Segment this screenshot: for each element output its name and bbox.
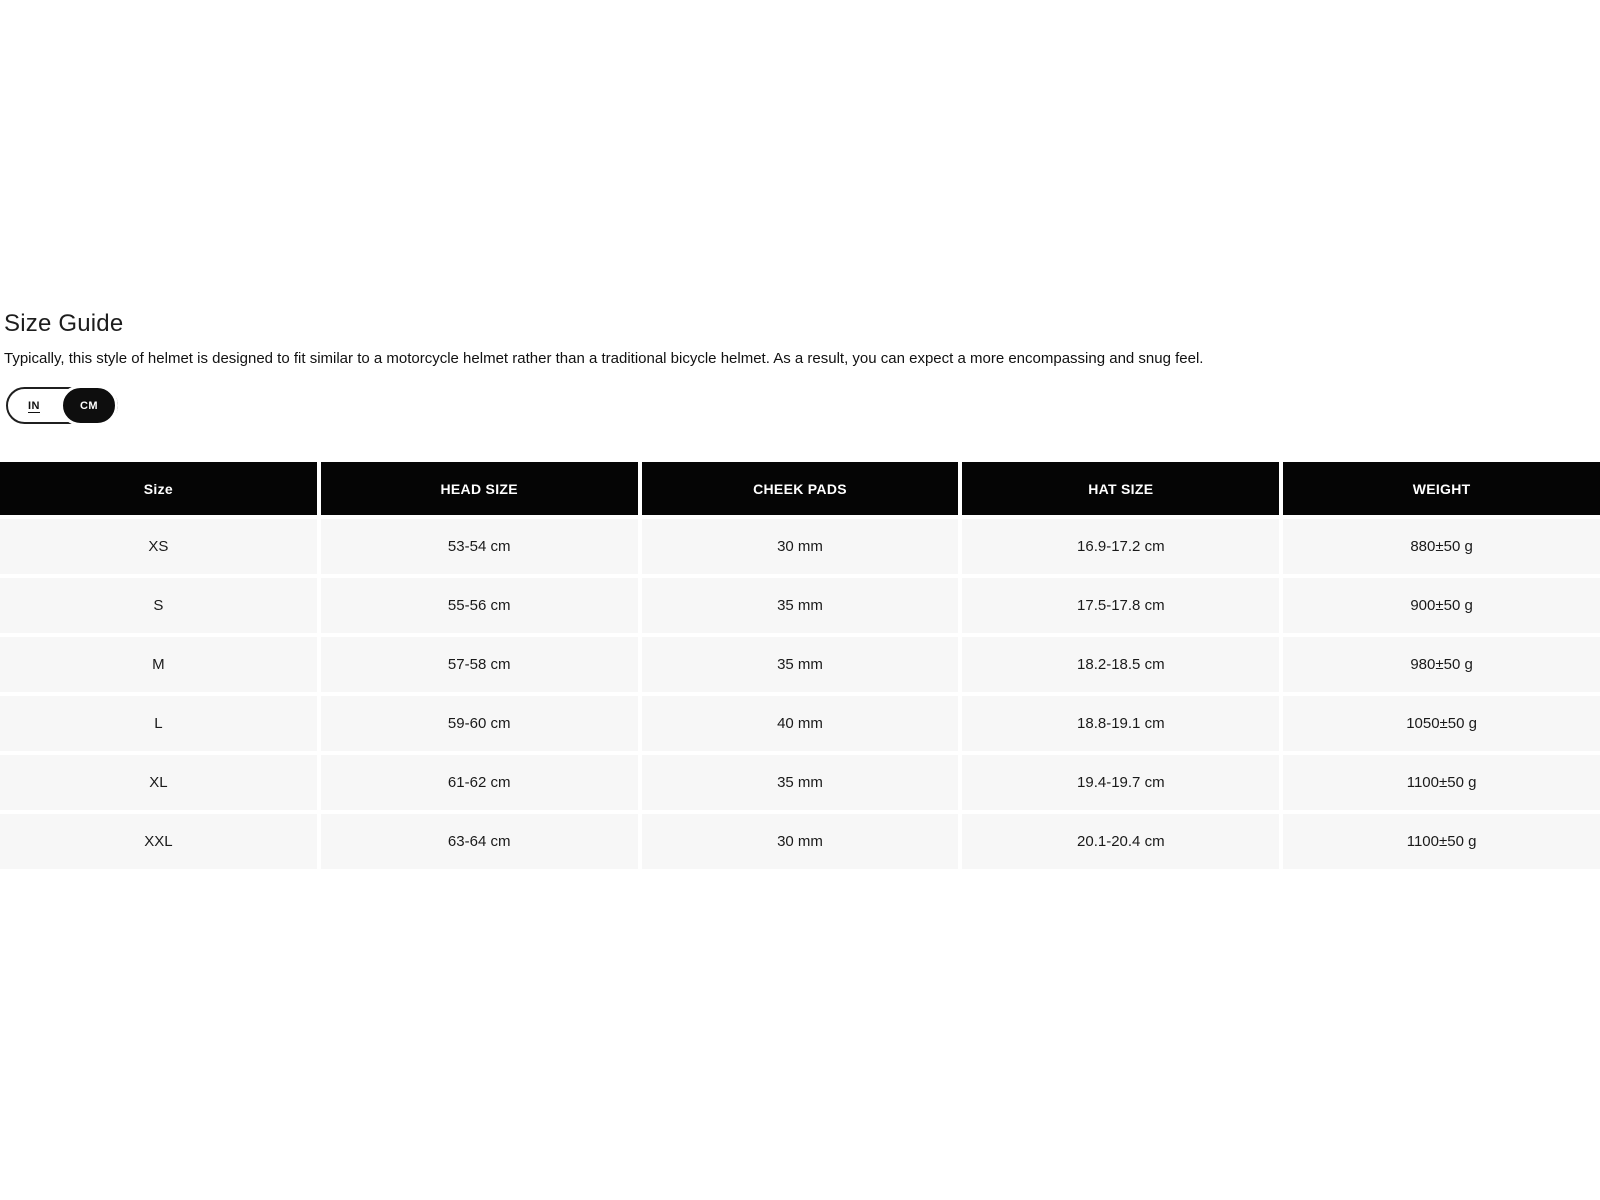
unit-toggle: IN CM — [6, 385, 118, 427]
size-label-cell: L — [0, 696, 317, 752]
unit-toggle-in-button[interactable]: IN — [8, 389, 60, 422]
column-header-hat-size: HAT SIZE — [962, 462, 1280, 516]
value-cell: 59-60 cm — [320, 696, 638, 752]
size-table: Size HEAD SIZE CHEEK PADS HAT SIZE WEIGHT XS 5… — [0, 462, 1600, 870]
value-cell: 63-64 cm — [320, 814, 638, 870]
value-cell: 53-54 cm — [320, 519, 638, 575]
size-guide-description: Typically, this style of helmet is desig… — [4, 349, 1204, 367]
value-cell: 900±50 g — [1283, 578, 1600, 634]
value-cell: 35 mm — [641, 578, 959, 634]
value-cell: 61-62 cm — [320, 755, 638, 811]
value-cell: 16.9-17.2 cm — [962, 519, 1280, 575]
size-label-cell: XL — [0, 755, 317, 811]
column-header-cheek-pads: CHEEK PADS — [641, 462, 959, 516]
column-header-weight: WEIGHT — [1283, 462, 1600, 516]
size-guide-page: Size Guide Typically, this style of helm… — [0, 310, 1600, 870]
value-cell: 35 mm — [641, 637, 959, 693]
size-label-cell: XS — [0, 519, 317, 575]
size-label-cell: XXL — [0, 814, 317, 870]
value-cell: 35 mm — [641, 755, 959, 811]
size-label-cell: M — [0, 637, 317, 693]
value-cell: 19.4-19.7 cm — [962, 755, 1280, 811]
column-header-size: Size — [0, 462, 317, 516]
size-label-cell: S — [0, 578, 317, 634]
page-title: Size Guide — [4, 310, 124, 337]
value-cell: 17.5-17.8 cm — [962, 578, 1280, 634]
value-cell: 40 mm — [641, 696, 959, 752]
value-cell: 1100±50 g — [1283, 755, 1600, 811]
value-cell: 18.8-19.1 cm — [962, 696, 1280, 752]
size-guide-intro: Size Guide Typically, this style of helm… — [0, 310, 1600, 427]
value-cell: 20.1-20.4 cm — [962, 814, 1280, 870]
value-cell: 30 mm — [641, 519, 959, 575]
value-cell: 55-56 cm — [320, 578, 638, 634]
value-cell: 18.2-18.5 cm — [962, 637, 1280, 693]
unit-toggle-cm-button[interactable]: CM — [60, 385, 118, 427]
value-cell: 30 mm — [641, 814, 959, 870]
column-header-head-size: HEAD SIZE — [320, 462, 638, 516]
value-cell: 880±50 g — [1283, 519, 1600, 575]
value-cell: 980±50 g — [1283, 637, 1600, 693]
value-cell: 1050±50 g — [1283, 696, 1600, 752]
value-cell: 57-58 cm — [320, 637, 638, 693]
value-cell: 1100±50 g — [1283, 814, 1600, 870]
